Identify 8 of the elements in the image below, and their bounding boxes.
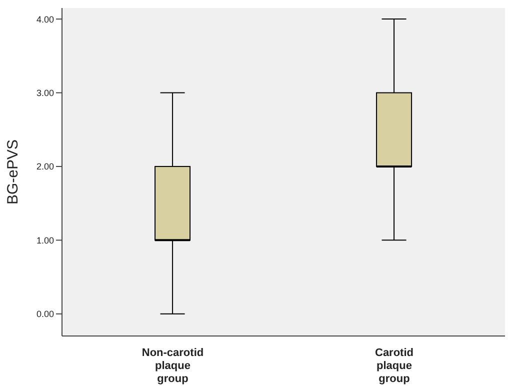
- x-tick-label: Carotid plaque group: [375, 346, 414, 385]
- y-tick-label: 1.00: [36, 235, 54, 246]
- y-tick-label: 0.00: [36, 309, 54, 320]
- y-tick-label: 3.00: [36, 88, 54, 98]
- x-tick-label: Non-carotid plaque group: [142, 346, 204, 385]
- y-axis-title: BG-ePVS: [4, 139, 22, 205]
- y-tick-label: 4.00: [36, 14, 54, 24]
- y-tick-label: 2.00: [36, 162, 54, 172]
